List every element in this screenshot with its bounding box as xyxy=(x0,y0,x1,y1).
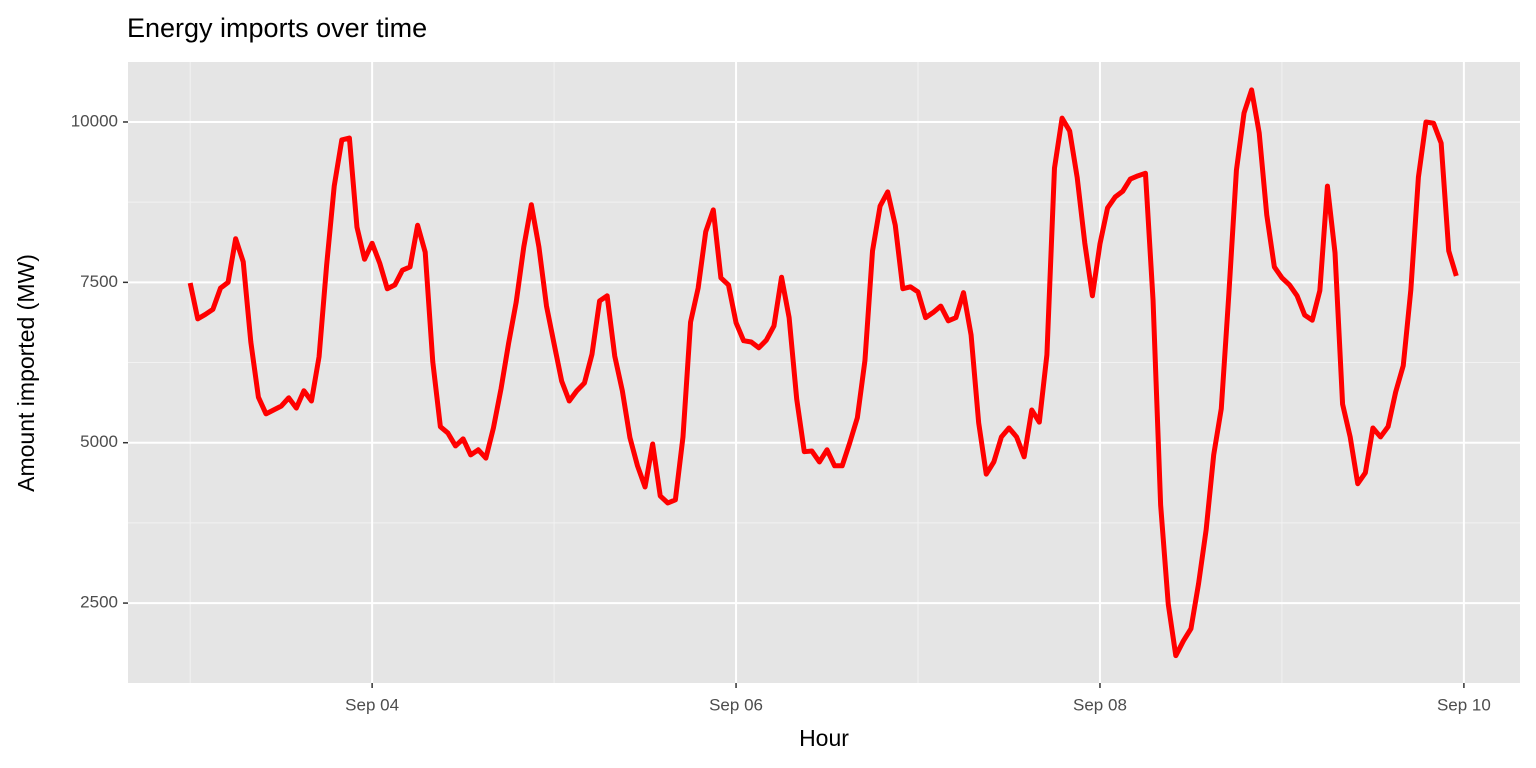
x-tick-label: Sep 10 xyxy=(1437,695,1491,714)
x-tick-label: Sep 04 xyxy=(345,695,399,714)
x-tick-label: Sep 06 xyxy=(709,695,763,714)
y-tick-label: 10000 xyxy=(71,111,118,130)
y-tick-label: 5000 xyxy=(80,432,118,451)
plot-panel xyxy=(128,62,1520,683)
y-axis-title: Amount imported (MW) xyxy=(13,254,39,492)
marks xyxy=(187,87,1459,659)
x-tick-label: Sep 08 xyxy=(1073,695,1127,714)
y-tick-label: 2500 xyxy=(80,593,118,612)
y-tick-label: 7500 xyxy=(80,272,118,291)
data-line xyxy=(187,87,1459,659)
chart-title: Energy imports over time xyxy=(127,13,427,43)
x-axis-title: Hour xyxy=(799,725,849,751)
